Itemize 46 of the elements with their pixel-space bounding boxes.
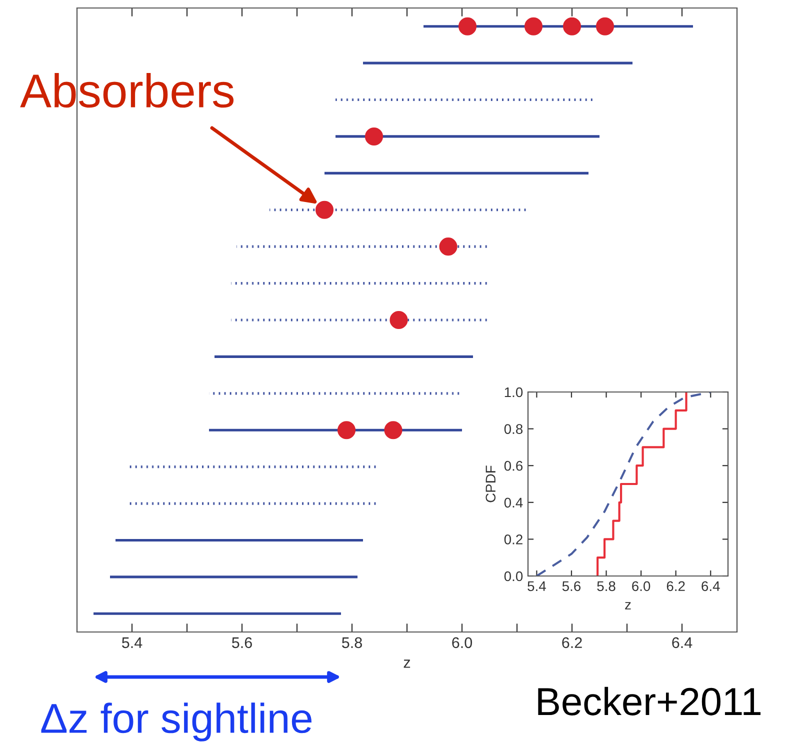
x-axis-title: z — [404, 660, 410, 668]
y-axis-title: CPDF — [486, 466, 496, 502]
y-tick-label: 0.0 — [504, 571, 523, 582]
bar — [270, 208, 528, 212]
bar — [231, 318, 490, 322]
x-tick-label: 5.6 — [562, 581, 581, 592]
x-tick-label: 5.8 — [342, 637, 362, 648]
x-tick-label: 6.2 — [562, 637, 582, 648]
point — [524, 17, 543, 36]
bar — [231, 282, 490, 285]
y-tick-label: 1.0 — [504, 387, 523, 398]
x-tick-label: 6.0 — [632, 581, 650, 592]
x-tick-label: 6.0 — [452, 637, 472, 648]
bar — [363, 62, 632, 64]
x-tick-label: 6.4 — [702, 581, 720, 592]
point — [390, 310, 408, 330]
x-tick-label: 5.4 — [122, 637, 142, 648]
point — [562, 17, 582, 36]
bar — [116, 538, 363, 542]
y-tick-label: 0.4 — [504, 498, 523, 508]
x-axis-title: z — [625, 602, 631, 610]
bar — [336, 98, 594, 102]
x-tick-label: 5.6 — [232, 637, 252, 648]
line-series — [536, 392, 712, 576]
bar — [110, 576, 358, 578]
y-tick-label: 0.2 — [504, 534, 522, 544]
x-tick-label: 6.4 — [672, 637, 692, 648]
y-tick-label: 0.8 — [504, 424, 523, 434]
text: Becker+2011 — [538, 686, 760, 716]
x-tick-label: 5.8 — [597, 581, 616, 592]
point — [384, 421, 402, 440]
point — [458, 17, 477, 36]
point — [337, 421, 356, 440]
y-tick-label: 0.6 — [504, 460, 523, 471]
bar — [214, 355, 473, 358]
point — [315, 200, 334, 219]
x-tick-label: 5.4 — [528, 581, 546, 592]
point — [364, 127, 384, 146]
text: Δz for sightline — [41, 702, 312, 742]
bar — [236, 245, 490, 248]
bar — [324, 172, 588, 174]
x-tick-label: 6.2 — [666, 581, 685, 592]
point — [439, 238, 458, 256]
point — [596, 17, 614, 36]
bar — [94, 612, 341, 615]
bar — [336, 135, 600, 138]
